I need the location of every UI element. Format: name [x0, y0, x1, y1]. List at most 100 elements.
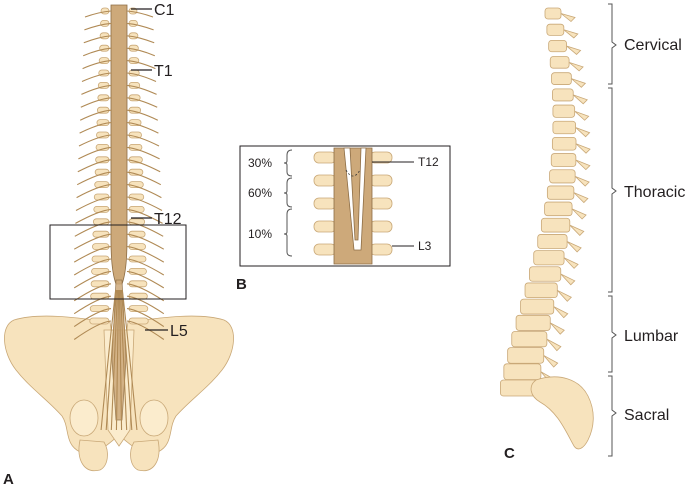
nerve-left: [80, 97, 112, 108]
inset-label-l3: L3: [418, 239, 432, 253]
vertebral-body: [503, 363, 542, 381]
vertebral-body: [511, 331, 548, 348]
vertebral-body: [515, 314, 551, 331]
cauda-nerve: [110, 289, 119, 431]
vertebral-body: [552, 120, 577, 135]
vertebra-right: [128, 292, 148, 300]
nerve-right: [126, 196, 163, 211]
vertebral-body: [533, 250, 565, 266]
spinous-process: [571, 78, 587, 88]
spinous-process: [556, 289, 572, 302]
nerve-right: [126, 308, 165, 328]
spinous-process: [575, 127, 591, 138]
nerve-right: [126, 184, 162, 199]
panel-letter-c: C: [504, 445, 515, 462]
spinous-process: [560, 13, 576, 23]
panel-a: C1 T1 T12 L5 A: [3, 2, 234, 488]
nerve-left: [83, 35, 112, 44]
cauda-equina: [111, 279, 127, 421]
vertebral-body: [520, 298, 555, 315]
nerve-left: [84, 10, 112, 18]
nerve-left: [84, 22, 112, 31]
vertebra-right: [128, 280, 148, 288]
spinous-process: [575, 159, 591, 171]
vertebral-column-a: [89, 7, 149, 325]
vertebral-body: [548, 39, 567, 53]
vertebral-body: [524, 282, 558, 299]
nerve-right: [126, 171, 162, 186]
cauda-nerve: [121, 289, 138, 431]
inset-vertebra-left: [313, 174, 337, 187]
nerve-right: [126, 22, 154, 31]
nerve-left: [73, 258, 112, 276]
region-sacral: Sacral: [624, 407, 669, 424]
inset-vertebra-left: [313, 151, 337, 164]
vertebra-right: [128, 305, 149, 313]
sacrum: [530, 376, 594, 450]
nerve-right: [126, 246, 165, 263]
nerve-right: [126, 134, 160, 147]
inset-vertebra-left: [313, 197, 337, 210]
vertebra-left: [89, 305, 110, 313]
spinous-process: [566, 241, 582, 253]
nerve-left: [77, 159, 112, 173]
inset-vertebra-right: [369, 174, 393, 187]
nerve-right: [126, 10, 154, 18]
cauda-nerve: [100, 289, 117, 431]
spinous-process: [573, 192, 589, 204]
nerve-left: [79, 109, 112, 121]
nerve-left: [75, 208, 112, 224]
spinous-process: [574, 175, 590, 187]
vertebral-body: [552, 88, 574, 102]
label-t1: T1: [154, 63, 173, 80]
spinous-process: [566, 45, 582, 55]
vertebral-body: [546, 23, 565, 36]
nerve-left: [79, 122, 112, 134]
nerve-right: [126, 295, 165, 315]
region-box: [49, 224, 187, 300]
nerve-left: [76, 184, 112, 199]
lateral-spine: [500, 7, 591, 401]
nerve-right: [126, 320, 165, 340]
spinous-process: [574, 110, 590, 121]
vertebral-body: [544, 7, 562, 20]
nerve-left: [81, 72, 112, 83]
vertebral-body: [507, 347, 545, 364]
percent-30: 30%: [248, 156, 272, 170]
nerve-right: [126, 208, 163, 224]
nerve-left: [81, 84, 112, 95]
nerve-left: [82, 60, 112, 70]
cauda-nerve: [119, 289, 128, 431]
nerve-left: [73, 246, 112, 263]
nerve-left: [78, 146, 112, 160]
nerve-left: [74, 221, 112, 237]
vertebral-body: [540, 217, 571, 233]
conus-medullaris: [343, 147, 367, 251]
inset-vertebra-left: [313, 220, 337, 233]
percent-10: 10%: [248, 227, 272, 241]
spinous-process: [563, 29, 579, 39]
nerve-left: [82, 47, 112, 57]
cauda-nerve: [115, 289, 120, 431]
spinal-cord: [110, 4, 128, 285]
nerve-left: [73, 270, 112, 289]
label-t12: T12: [154, 211, 182, 228]
spinous-process: [571, 208, 587, 220]
inset-vertebra-right: [369, 243, 393, 256]
nerve-right: [126, 60, 156, 70]
vertebral-body: [552, 104, 576, 118]
nerve-right: [126, 47, 156, 57]
vertebral-body: [546, 185, 575, 200]
nerve-right: [126, 159, 161, 173]
vertebral-body: [551, 72, 572, 85]
nerve-left: [78, 134, 112, 147]
vertebral-body: [549, 169, 576, 184]
label-c1: C1: [154, 2, 175, 19]
inset-vertebra-right: [369, 220, 393, 233]
panel-b: 30% 60% 10% T12 L3 B: [236, 145, 451, 293]
spinous-process: [572, 94, 588, 105]
nerve-right: [126, 122, 159, 134]
nerve-left: [73, 295, 112, 315]
region-cervical: Cervical: [624, 37, 682, 54]
vertebral-body: [550, 153, 577, 167]
